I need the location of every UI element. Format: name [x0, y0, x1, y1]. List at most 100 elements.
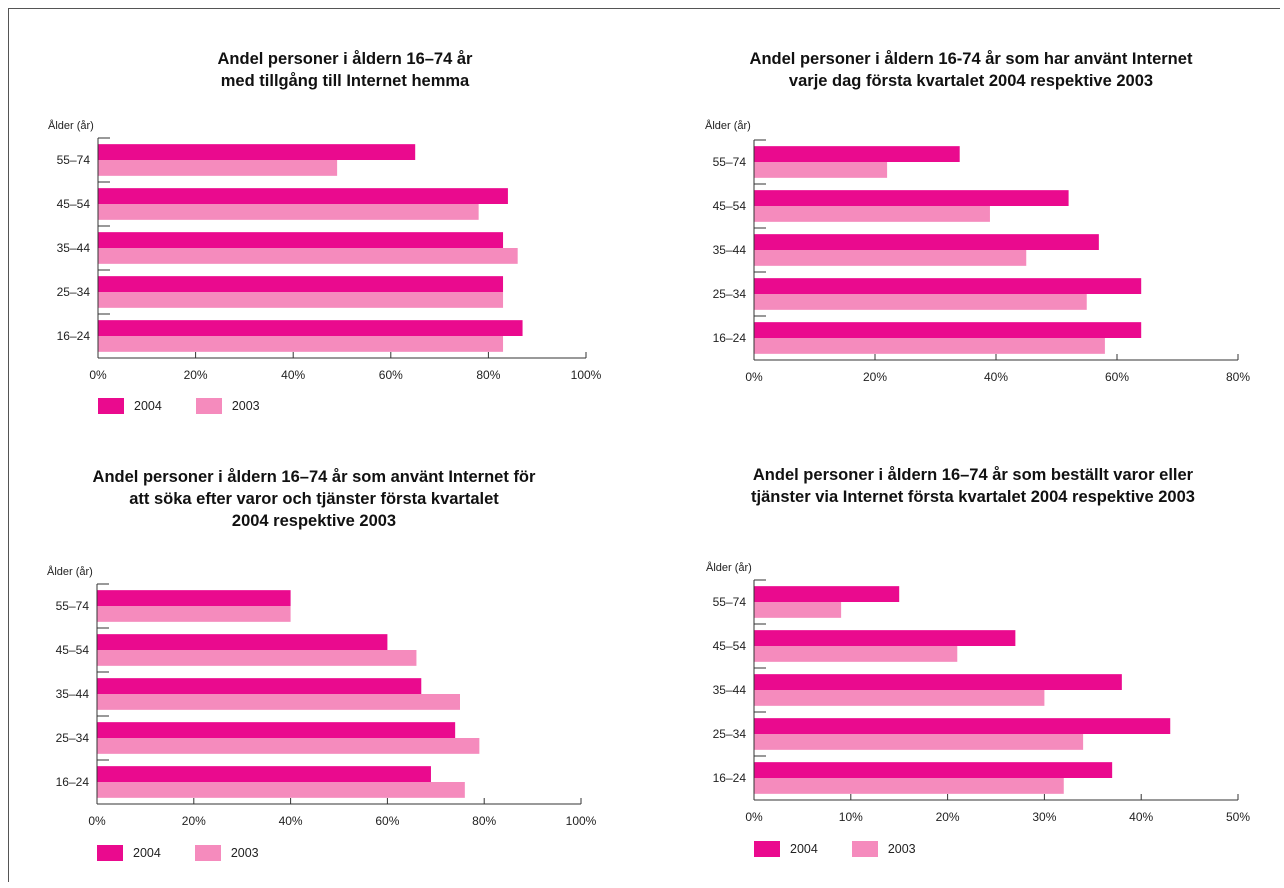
category-label: 45–54	[713, 639, 747, 653]
category-label: 45–54	[56, 643, 90, 657]
x-tick-label: 20%	[936, 810, 960, 824]
x-tick-label: 60%	[1105, 370, 1129, 384]
x-tick-label: 0%	[745, 810, 763, 824]
x-tick-label: 0%	[88, 814, 106, 828]
bar-2004-45–54	[754, 630, 1016, 646]
chart-title-line: Andel personer i åldern 16-74 år som har…	[749, 50, 1193, 68]
bar-2003-25–34	[754, 734, 1084, 750]
chart-title: Andel personer i åldern 16-74 år som har…	[662, 48, 1280, 92]
y-axis-title: Ålder (år)	[48, 120, 94, 132]
category-label: 45–54	[57, 197, 91, 211]
legend-label: 2004	[133, 846, 161, 860]
bar-2003-16–24	[754, 338, 1105, 354]
bar-2003-45–54	[97, 650, 417, 666]
legend-label: 2004	[790, 842, 818, 856]
legend-swatch-2004	[98, 398, 124, 414]
x-tick-label: 20%	[863, 370, 887, 384]
bar-2003-55–74	[754, 162, 888, 178]
x-tick-label: 40%	[281, 368, 305, 382]
chart-title-line: Andel personer i åldern 16–74 år	[217, 50, 473, 68]
bar-2003-25–34	[98, 292, 504, 308]
chart-search-goods-services: Andel personer i åldern 16–74 år som anv…	[0, 440, 642, 880]
bar-2004-25–34	[754, 278, 1142, 294]
chart-title-line: 2004 respektive 2003	[231, 512, 397, 530]
chart-ordered-goods-services: Andel personer i åldern 16–74 år som bes…	[642, 440, 1284, 880]
x-tick-label: 30%	[1032, 810, 1056, 824]
legend-label: 2004	[134, 399, 162, 413]
bar-2003-45–54	[754, 646, 958, 662]
bar-2003-35–44	[754, 690, 1045, 706]
category-label: 16–24	[713, 331, 747, 345]
bar-2004-55–74	[754, 146, 960, 162]
legend-swatch-2003	[195, 398, 222, 414]
category-label: 55–74	[713, 595, 747, 609]
bar-2004-35–44	[754, 674, 1122, 690]
category-label: 55–74	[56, 599, 90, 613]
bar-2004-45–54	[97, 634, 388, 650]
legend-swatch-2004	[754, 841, 780, 857]
bar-2003-45–54	[98, 204, 479, 220]
chart-internet-at-home: Andel personer i åldern 16–74 år med til…	[0, 0, 642, 440]
bar-2003-35–44	[98, 248, 518, 264]
bar-2004-55–74	[97, 590, 291, 606]
category-label: 16–24	[56, 775, 90, 789]
bar-2003-35–44	[754, 250, 1027, 266]
legend-label: 2003	[230, 846, 259, 860]
category-label: 55–74	[57, 153, 91, 167]
category-label: 35–44	[57, 241, 91, 255]
chart-title: Andel personer i åldern 16–74 år med til…	[0, 48, 690, 92]
bar-2003-16–24	[98, 336, 504, 352]
x-tick-label: 60%	[375, 814, 399, 828]
x-tick-label: 0%	[89, 368, 107, 382]
bar-2004-35–44	[98, 232, 504, 248]
chart-title-line: varje dag första kvartalet 2004 respekti…	[788, 72, 1154, 90]
legend-swatch-2004	[97, 845, 123, 861]
x-tick-label: 10%	[839, 810, 863, 824]
x-tick-label: 0%	[745, 370, 763, 384]
bar-2004-16–24	[754, 322, 1142, 338]
category-label: 55–74	[713, 155, 747, 169]
legend-item-2003: 2003	[195, 398, 260, 414]
bar-2004-35–44	[97, 678, 422, 694]
category-label: 25–34	[57, 285, 91, 299]
y-axis-title: Ålder (år)	[706, 562, 752, 574]
x-tick-label: 40%	[1129, 810, 1153, 824]
x-tick-label: 80%	[472, 814, 496, 828]
legend-item-2003: 2003	[851, 841, 916, 857]
bar-2003-55–74	[98, 160, 338, 176]
category-label: 45–54	[713, 199, 747, 213]
bar-2003-16–24	[97, 782, 465, 798]
bar-2004-16–24	[754, 762, 1113, 778]
category-label: 35–44	[713, 243, 747, 257]
category-label: 25–34	[713, 727, 747, 741]
bar-2004-55–74	[754, 586, 900, 602]
bar-2004-16–24	[97, 766, 431, 782]
legend: 2004 2003	[754, 841, 950, 857]
bar-2003-55–74	[97, 606, 291, 622]
bar-2003-35–44	[97, 694, 460, 710]
legend-label: 2003	[887, 842, 916, 856]
chart-title: Andel personer i åldern 16–74 år som bes…	[662, 464, 1284, 508]
legend-swatch-2003	[194, 845, 221, 861]
bar-plot: 55–74 45–54 35–44 25–34 16–24 0% 20% 40% 60% 80% 1…	[57, 137, 602, 382]
x-tick-label: 80%	[1226, 370, 1250, 384]
chart-title: Andel personer i åldern 16–74 år som anv…	[10, 466, 618, 532]
x-tick-label: 80%	[476, 368, 500, 382]
bar-2004-45–54	[754, 190, 1069, 206]
category-label: 16–24	[57, 329, 91, 343]
category-label: 35–44	[713, 683, 747, 697]
x-tick-label: 40%	[279, 814, 303, 828]
category-label: 25–34	[56, 731, 90, 745]
x-tick-label: 20%	[182, 814, 206, 828]
bar-2003-25–34	[97, 738, 480, 754]
legend-label: 2003	[231, 399, 260, 413]
bar-2004-35–44	[754, 234, 1099, 250]
bar-2004-25–34	[754, 718, 1171, 734]
page-frame	[8, 8, 1280, 882]
x-tick-label: 60%	[379, 368, 403, 382]
chart-title-line: Andel personer i åldern 16–74 år som bes…	[752, 466, 1194, 484]
bar-plot: 55–74 45–54 35–44 25–34 16–24 0% 20% 40% 60% 80%	[713, 139, 1250, 384]
legend: 2004 2003	[97, 845, 293, 861]
legend-item-2004: 2004	[98, 398, 162, 414]
chart-title-line: med tillgång till Internet hemma	[220, 72, 470, 90]
